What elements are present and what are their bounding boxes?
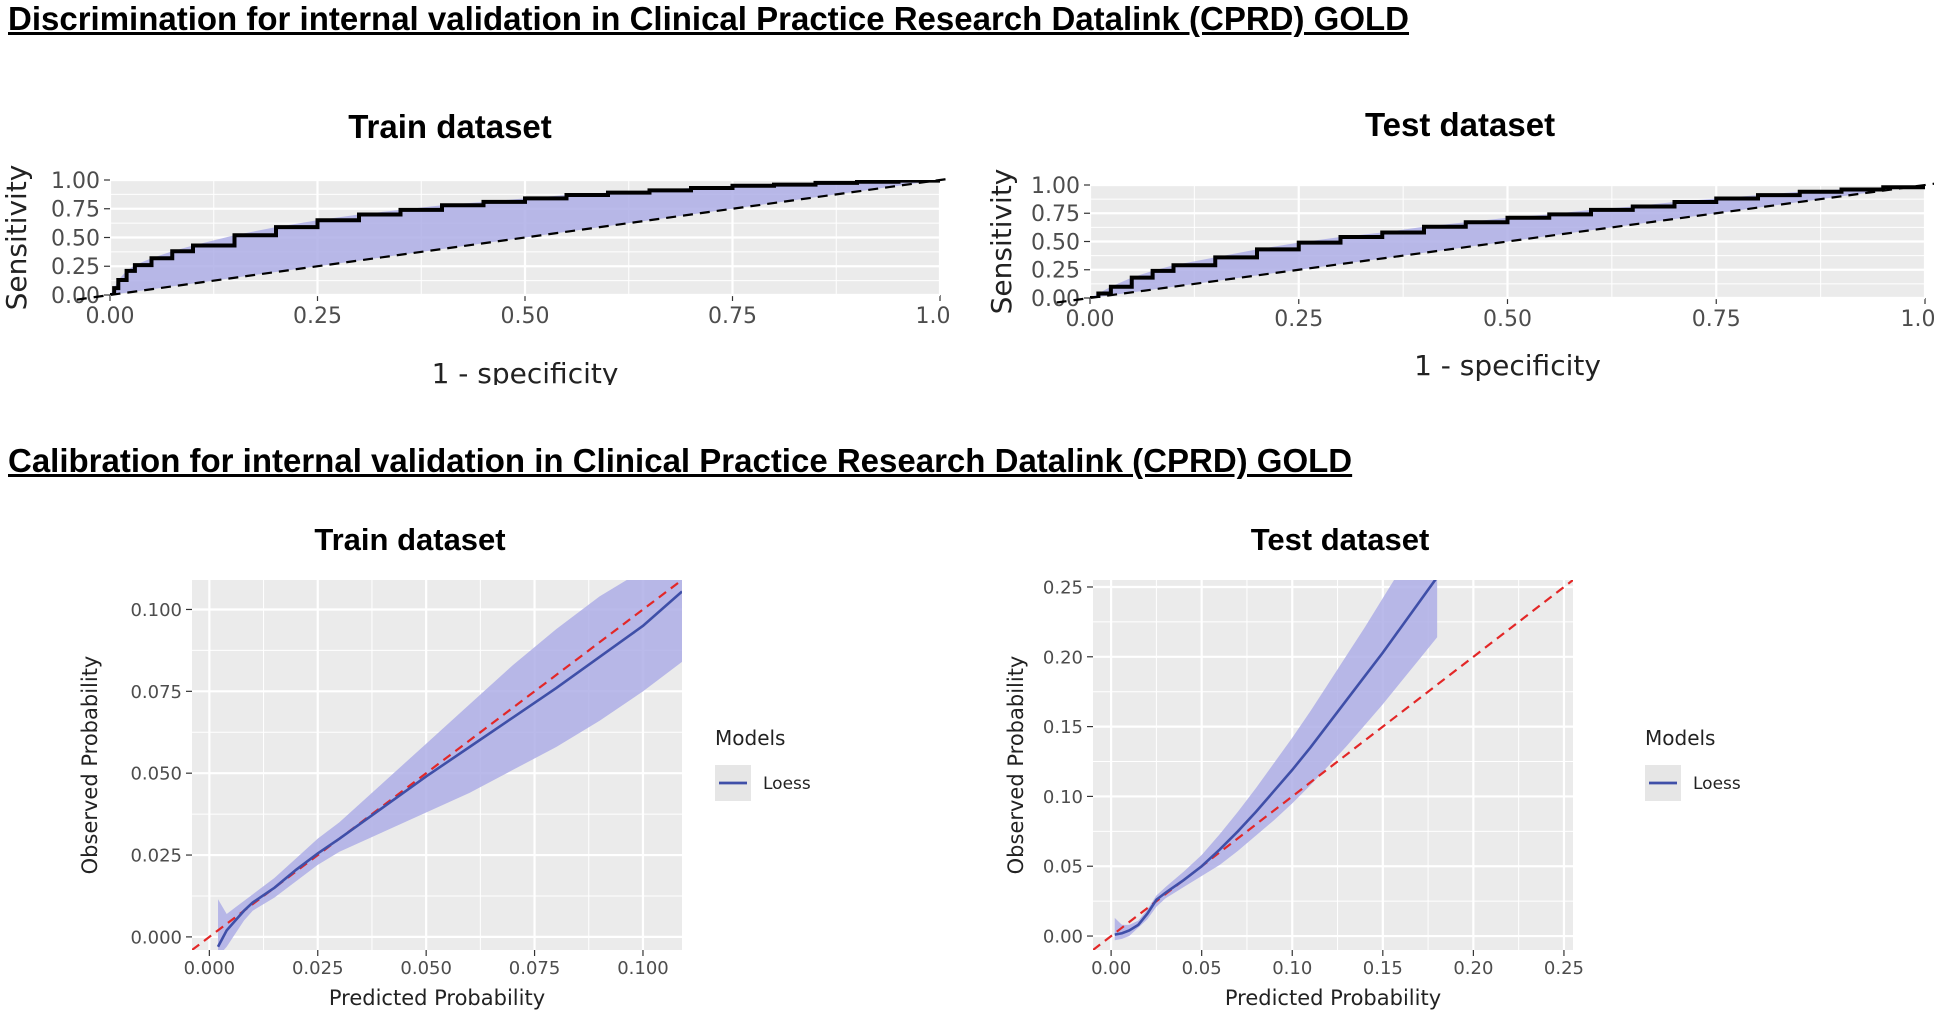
x-axis-label: Predicted Probability [1225, 986, 1441, 1010]
x-tick-label: 0.25 [1544, 958, 1584, 979]
x-tick-label: 0.50 [1483, 307, 1532, 332]
x-tick-label: 0.00 [1066, 307, 1115, 332]
y-tick-label: 0.25 [1031, 259, 1080, 284]
y-axis-label: Sensitivity [0, 165, 33, 311]
x-tick-label: 0.075 [509, 958, 561, 979]
calibration-test-chart: 0.00 0.05 0.10 0.15 0.20 0.25 0.00 0.05 0.10 0.15… [1004, 522, 1741, 1010]
chart-title: Test dataset [1365, 106, 1555, 143]
y-tick-label: 0.25 [1043, 577, 1083, 598]
legend-label: Loess [763, 774, 811, 794]
plot-contents [1093, 580, 1573, 950]
x-tick-label: 0.000 [184, 958, 236, 979]
x-axis-label: 1 - specificity [1414, 349, 1601, 382]
y-tick-label: 0.000 [130, 927, 182, 948]
y-tick-label: 0.25 [51, 255, 100, 280]
y-tick-label: 0.05 [1043, 857, 1083, 878]
x-tick-label: 0.025 [292, 958, 344, 979]
roc-curve [110, 180, 940, 295]
chart-title: Train dataset [348, 108, 552, 145]
loess-line [1114, 580, 1437, 936]
discrimination-section-title: Discrimination for internal validation i… [8, 0, 1410, 37]
x-tick-label: 0.75 [1692, 307, 1741, 332]
y-tick-label: 1.00 [1031, 174, 1080, 199]
plot-contents [192, 580, 682, 950]
x-tick-label: 0.00 [1091, 958, 1131, 979]
x-tick-label: 0.20 [1453, 958, 1493, 979]
y-axis-label: Observed Probability [1004, 656, 1028, 875]
legend-title: Models [1645, 726, 1715, 750]
x-tick-label: 0.50 [501, 304, 550, 329]
x-tick-label: 0.050 [400, 958, 452, 979]
x-tick-label: 0.25 [1274, 307, 1323, 332]
reference-line [76, 177, 950, 301]
x-tick-label: 0.25 [293, 304, 342, 329]
reference-line [192, 580, 682, 950]
x-axis-label: Predicted Probability [329, 986, 545, 1010]
roc-curve [1090, 185, 1925, 298]
loess-line [216, 590, 682, 948]
roc-train-chart: 0.00 0.25 0.50 0.75 1.00 0.00 0.25 0.50 0.75 1.00… [0, 108, 950, 385]
x-tick-label: 1.00 [1901, 307, 1934, 332]
y-tick-label: 0.00 [1043, 927, 1083, 948]
y-tick-label: 0.00 [51, 284, 100, 309]
legend-label: Loess [1693, 774, 1741, 794]
x-axis-label: 1 - specificity [432, 357, 619, 385]
x-tick-label: 0.100 [617, 958, 669, 979]
calibration-train-chart: 0.000 0.025 0.050 0.075 0.100 0.000 0.025 0.050… [78, 522, 811, 1010]
y-tick-label: 0.025 [130, 846, 182, 867]
calibration-section-title: Calibration for internal validation in C… [8, 442, 1353, 479]
y-tick-label: 0.75 [51, 198, 100, 223]
reference-line [1093, 580, 1573, 950]
y-axis-label: Observed Probability [78, 656, 102, 875]
confidence-band [1114, 580, 1438, 941]
x-tick-label: 0.75 [708, 304, 757, 329]
y-tick-label: 0.20 [1043, 647, 1083, 668]
y-tick-label: 0.00 [1031, 287, 1080, 312]
y-tick-label: 0.75 [1031, 202, 1080, 227]
confidence-band [218, 580, 682, 950]
y-tick-label: 0.050 [130, 764, 182, 785]
y-axis-label: Sensitivity [985, 169, 1018, 315]
chart-title: Test dataset [1251, 522, 1430, 557]
y-tick-label: 0.075 [130, 682, 182, 703]
x-tick-label: 0.05 [1182, 958, 1222, 979]
chart-title: Train dataset [314, 522, 505, 557]
y-tick-label: 0.15 [1043, 717, 1083, 738]
x-tick-label: 0.15 [1363, 958, 1403, 979]
roc-test-chart: 0.00 0.25 0.50 0.75 1.00 0.00 0.25 0.50 0.75 1.00… [985, 106, 1934, 382]
y-tick-label: 0.50 [1031, 230, 1080, 255]
y-tick-label: 0.10 [1043, 787, 1083, 808]
x-tick-label: 0.10 [1272, 958, 1312, 979]
y-tick-label: 0.100 [130, 600, 182, 621]
x-tick-label: 1.00 [916, 304, 950, 329]
y-tick-label: 0.50 [51, 226, 100, 251]
x-tick-label: 0.00 [86, 304, 135, 329]
legend-title: Models [715, 726, 785, 750]
y-tick-label: 1.00 [51, 169, 100, 194]
